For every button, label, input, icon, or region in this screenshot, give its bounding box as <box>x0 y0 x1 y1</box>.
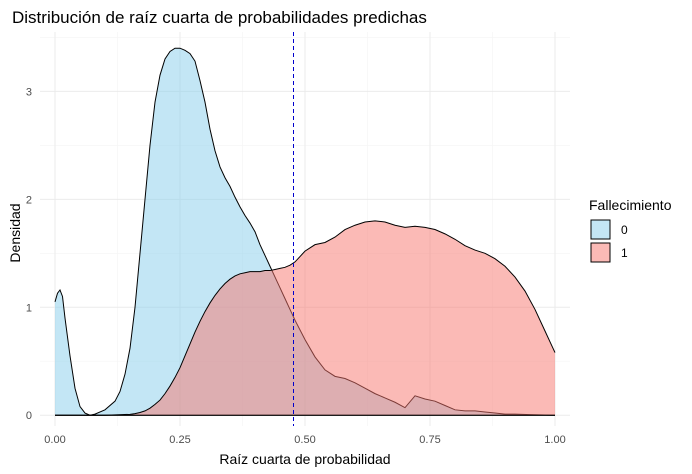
legend: Fallecimiento 0 1 <box>589 197 672 263</box>
legend-key-1 <box>590 242 611 263</box>
legend-title: Fallecimiento <box>589 197 672 213</box>
y-tick-label: 3 <box>26 86 32 98</box>
density-area-0 <box>55 48 555 416</box>
x-axis-title: Raíz cuarta de probabilidad <box>219 451 390 467</box>
legend-label-0: 0 <box>621 223 628 237</box>
x-tick-label: 0.50 <box>294 434 315 446</box>
y-tick-label: 2 <box>26 194 32 206</box>
legend-label-1: 1 <box>621 246 628 260</box>
y-axis-title: Densidad <box>7 203 23 262</box>
density-line-1 <box>55 220 556 416</box>
y-tick-label: 1 <box>26 302 32 314</box>
density-area-1 <box>55 220 555 416</box>
density-areas <box>54 47 556 416</box>
legend-key-0 <box>590 219 611 240</box>
x-tick-label: 0.75 <box>419 434 440 446</box>
x-ticks: 0.00 0.25 0.50 0.75 1.00 <box>44 434 565 446</box>
y-ticks: 0 1 2 3 <box>26 86 32 422</box>
x-tick-label: 0.00 <box>44 434 65 446</box>
x-tick-label: 0.25 <box>169 434 190 446</box>
chart-title: Distribución de raíz cuarta de probabili… <box>12 8 427 27</box>
y-tick-label: 0 <box>26 410 32 422</box>
x-tick-label: 1.00 <box>544 434 565 446</box>
